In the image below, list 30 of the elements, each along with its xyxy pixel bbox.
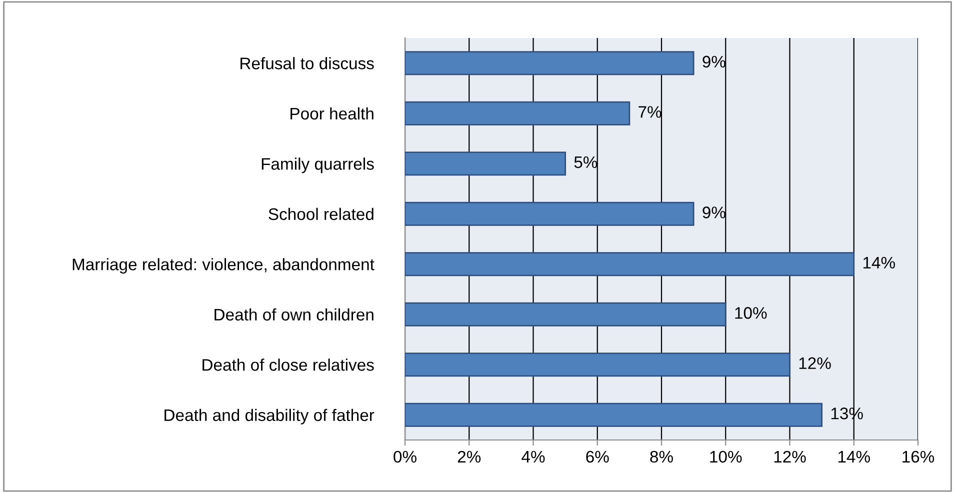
bar <box>405 352 790 377</box>
y-tick-label: School related <box>268 208 374 220</box>
y-tick-label: Death of close relatives <box>202 358 374 371</box>
y-tick-label: Family quarrels <box>262 158 374 174</box>
bar <box>405 152 566 176</box>
data-label: 10% <box>735 307 767 319</box>
x-tick-label: 0% <box>394 450 416 463</box>
bar <box>405 402 823 427</box>
data-label: 5% <box>574 156 598 168</box>
x-tick-label: 6% <box>586 450 609 463</box>
y-tick-label: Death and disability of father <box>164 408 374 424</box>
x-tick-label: 8% <box>650 450 673 463</box>
y-tick-label: Refusal to discuss <box>240 57 374 70</box>
y-tick-label: Poor health <box>290 107 374 120</box>
bar <box>405 252 855 276</box>
y-tick-label: Marriage related: violence, abandonment <box>72 258 374 274</box>
bar <box>405 302 726 326</box>
data-label: 12% <box>799 357 831 370</box>
x-tick-label: 16% <box>902 450 934 463</box>
bar <box>405 202 694 226</box>
bar <box>405 51 694 76</box>
y-tick-label: Death of own children <box>214 308 374 321</box>
x-tick-label: 4% <box>522 450 545 463</box>
data-label: 7% <box>638 106 662 118</box>
x-tick-label: 2% <box>458 450 481 463</box>
x-tick-label: 12% <box>774 450 806 463</box>
x-tick-label: 10% <box>710 450 742 463</box>
bar <box>405 101 630 126</box>
data-label: 14% <box>863 256 895 269</box>
x-tick-label: 14% <box>838 450 870 463</box>
